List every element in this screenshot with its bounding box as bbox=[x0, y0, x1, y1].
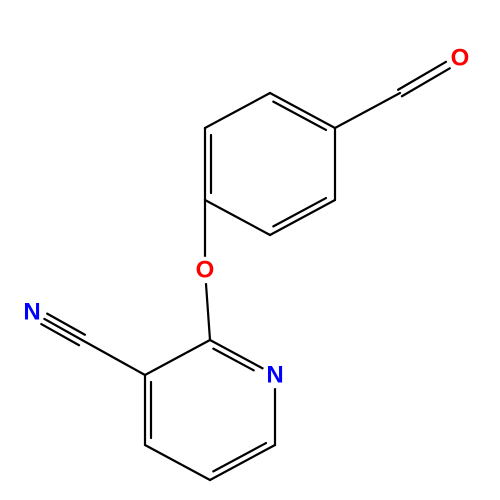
n-atom-label: N bbox=[266, 362, 283, 389]
n-atom-label: N bbox=[23, 299, 40, 326]
molecule-diagram: O O N N bbox=[0, 0, 500, 500]
o-atom-label: O bbox=[451, 45, 470, 72]
o-atom-label: O bbox=[196, 257, 215, 284]
